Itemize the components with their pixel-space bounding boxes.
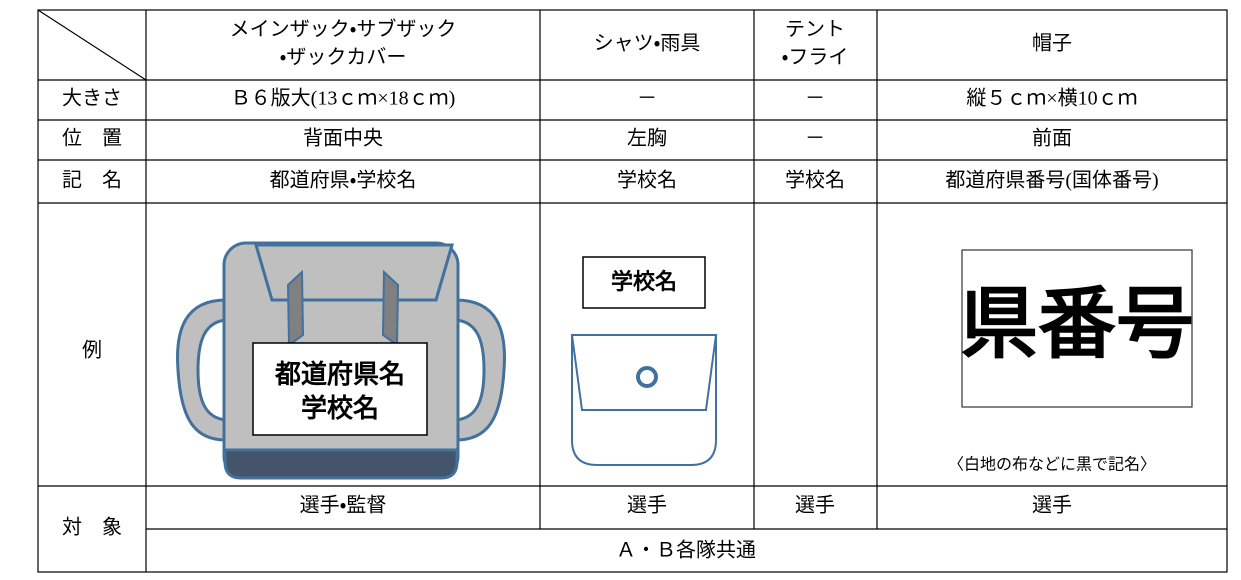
cell: 背面中央 bbox=[303, 127, 383, 150]
cell: 左胸 bbox=[627, 127, 667, 150]
backpack-label: 都道府県名 bbox=[274, 359, 405, 389]
column-header: テント bbox=[785, 19, 845, 41]
cell: 学校名 bbox=[785, 169, 845, 192]
backpack-illustration bbox=[176, 241, 506, 480]
cell: － bbox=[637, 88, 657, 110]
table-grid bbox=[37, 9, 1228, 573]
row-label: 対 象 bbox=[62, 516, 122, 539]
cell: － bbox=[805, 128, 825, 150]
cell: 都道府県・学校名 bbox=[270, 169, 417, 192]
cell: 選手・監督 bbox=[300, 494, 387, 517]
cell: 前面 bbox=[1032, 127, 1072, 150]
hat-patch bbox=[961, 249, 1193, 408]
cell: － bbox=[805, 88, 825, 110]
column-header: ・ザックカバー bbox=[280, 46, 407, 69]
shirt-illustration bbox=[571, 256, 717, 466]
cell: Ｂ６版大(13ｃｍ×18ｃｍ) bbox=[231, 87, 456, 110]
column-header: ・フライ bbox=[782, 47, 849, 69]
common-note: Ａ・Ｂ各隊共通 bbox=[616, 539, 756, 562]
cell: 選手 bbox=[795, 494, 835, 517]
cell: 縦５ｃｍ×横10ｃｍ bbox=[966, 87, 1137, 110]
row-label: 大きさ bbox=[62, 87, 122, 110]
cell: 選手 bbox=[627, 494, 667, 517]
column-header: シャツ・雨具 bbox=[594, 33, 701, 55]
backpack-label: 学校名 bbox=[301, 393, 379, 423]
cell: 都道府県番号(国体番号) bbox=[945, 169, 1158, 192]
row-label: 位 置 bbox=[62, 127, 122, 150]
cell: 選手 bbox=[1032, 494, 1072, 517]
cell: 学校名 bbox=[617, 169, 677, 192]
hat-note: 〈白地の布などに黒で記名〉 bbox=[948, 456, 1156, 474]
row-label: 例 bbox=[82, 339, 102, 362]
shirt-label: 学校名 bbox=[611, 269, 677, 294]
table-border bbox=[37, 9, 1228, 573]
column-header: 帽子 bbox=[1032, 32, 1072, 55]
diagonal bbox=[37, 9, 147, 81]
column-header: メインザック・サブザック bbox=[230, 17, 457, 41]
row-label: 記 名 bbox=[62, 169, 122, 192]
hat-label: 県番号 bbox=[960, 280, 1194, 368]
